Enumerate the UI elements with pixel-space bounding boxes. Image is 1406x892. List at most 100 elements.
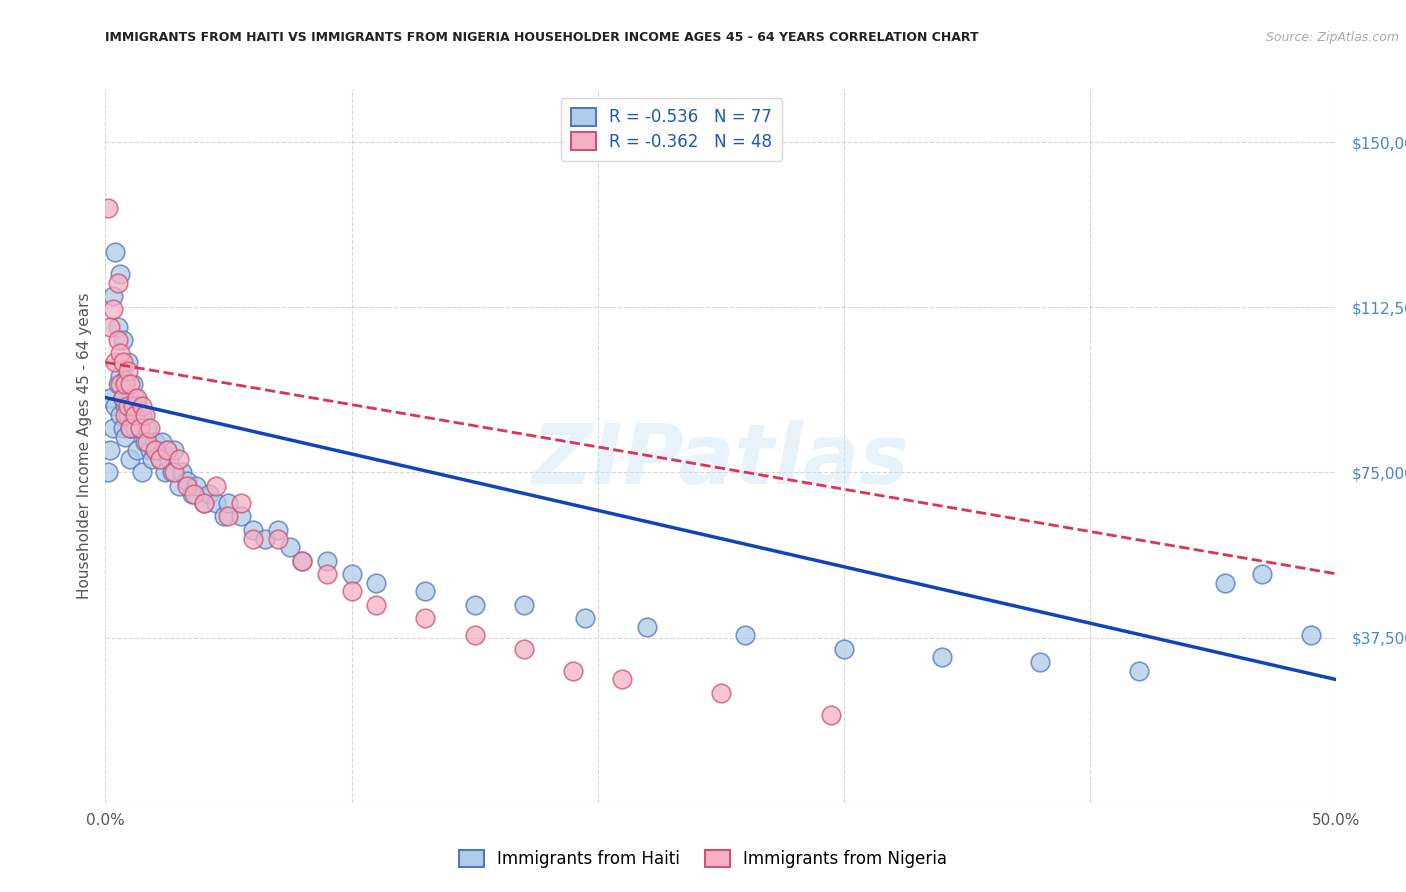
Point: [110, 346, 132, 360]
Point: [710, 686, 733, 700]
Point: [110, 368, 132, 383]
Point: [114, 400, 136, 414]
Point: [163, 466, 186, 480]
Point: [124, 391, 146, 405]
Point: [143, 443, 166, 458]
Point: [134, 434, 156, 449]
Point: [120, 452, 141, 467]
Point: [149, 452, 172, 467]
Point: [131, 408, 153, 422]
Point: [931, 650, 953, 665]
Point: [150, 434, 173, 449]
Point: [205, 496, 228, 510]
Point: [107, 276, 129, 290]
Point: [562, 664, 585, 678]
Point: [574, 611, 596, 625]
Point: [111, 391, 134, 405]
Point: [129, 421, 152, 435]
Point: [513, 641, 536, 656]
Text: Source: ZipAtlas.com: Source: ZipAtlas.com: [1265, 31, 1399, 45]
Point: [413, 611, 436, 625]
Y-axis label: Householder Income Ages 45 - 64 years: Householder Income Ages 45 - 64 years: [76, 293, 91, 599]
Point: [127, 391, 149, 405]
Point: [229, 509, 252, 524]
Point: [229, 496, 252, 510]
Point: [160, 466, 183, 480]
Point: [121, 408, 143, 422]
Point: [315, 553, 337, 567]
Point: [98, 320, 122, 334]
Point: [114, 430, 136, 444]
Point: [464, 598, 486, 612]
Text: ZIPatlas: ZIPatlas: [531, 420, 910, 500]
Point: [117, 355, 139, 369]
Point: [832, 641, 855, 656]
Point: [136, 434, 159, 449]
Point: [127, 443, 149, 458]
Point: [136, 421, 159, 435]
Point: [212, 509, 235, 524]
Point: [254, 532, 277, 546]
Point: [141, 452, 163, 467]
Point: [104, 355, 127, 369]
Point: [131, 466, 153, 480]
Point: [1301, 628, 1323, 642]
Point: [117, 400, 139, 414]
Point: [513, 598, 536, 612]
Point: [110, 377, 132, 392]
Point: [186, 478, 208, 492]
Point: [101, 302, 124, 317]
Point: [170, 466, 193, 480]
Point: [124, 421, 146, 435]
Point: [156, 443, 179, 458]
Point: [120, 421, 141, 435]
Point: [820, 707, 842, 722]
Point: [176, 478, 198, 492]
Point: [107, 377, 129, 392]
Point: [120, 377, 141, 392]
Point: [610, 673, 633, 687]
Point: [131, 400, 153, 414]
Point: [413, 584, 436, 599]
Point: [1029, 655, 1052, 669]
Point: [111, 391, 134, 405]
Point: [156, 443, 179, 458]
Point: [121, 377, 143, 392]
Point: [111, 355, 134, 369]
Point: [734, 628, 756, 642]
Point: [176, 475, 198, 489]
Point: [153, 466, 176, 480]
Point: [193, 496, 215, 510]
Point: [104, 245, 127, 260]
Point: [101, 421, 124, 435]
Point: [163, 443, 186, 458]
Point: [169, 452, 191, 467]
Point: [134, 408, 156, 422]
Point: [636, 619, 658, 633]
Text: IMMIGRANTS FROM HAITI VS IMMIGRANTS FROM NIGERIA HOUSEHOLDER INCOME AGES 45 - 64: IMMIGRANTS FROM HAITI VS IMMIGRANTS FROM…: [105, 31, 979, 45]
Point: [97, 466, 120, 480]
Point: [205, 478, 228, 492]
Point: [120, 391, 141, 405]
Point: [242, 523, 264, 537]
Point: [110, 267, 132, 281]
Point: [114, 373, 136, 387]
Point: [129, 421, 152, 435]
Point: [138, 443, 162, 458]
Point: [114, 408, 136, 422]
Point: [110, 408, 132, 422]
Point: [143, 434, 166, 449]
Point: [218, 509, 240, 524]
Point: [146, 443, 169, 458]
Point: [366, 575, 388, 590]
Point: [340, 566, 363, 581]
Point: [111, 421, 134, 435]
Point: [111, 333, 134, 347]
Point: [1213, 575, 1236, 590]
Point: [464, 628, 486, 642]
Point: [121, 400, 143, 414]
Legend: Immigrants from Haiti, Immigrants from Nigeria: Immigrants from Haiti, Immigrants from N…: [453, 843, 953, 875]
Point: [1251, 566, 1274, 581]
Point: [107, 320, 129, 334]
Point: [114, 377, 136, 392]
